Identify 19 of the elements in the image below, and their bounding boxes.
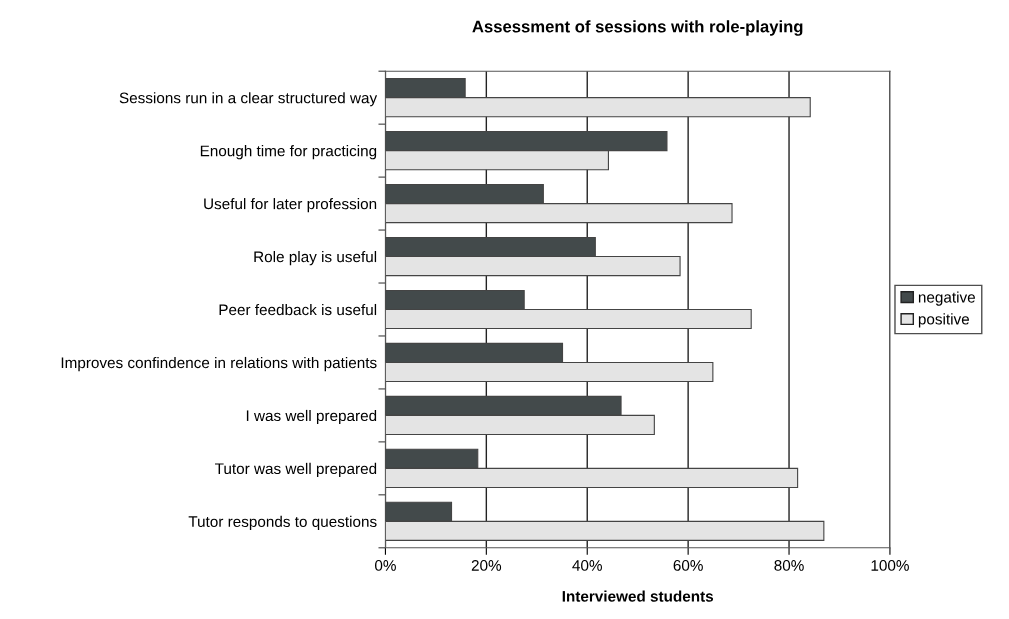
y-tick-label: Sessions run in a clear structured way [119, 92, 378, 107]
x-tick-label: 60% [673, 560, 703, 571]
x-tick-label: 20% [471, 560, 502, 571]
y-tick-label: Peer feedback is useful [219, 303, 377, 316]
x-tick-label: 0% [374, 560, 396, 571]
y-tick-label: Improves confindence in relations with patients [61, 356, 377, 372]
legend-label: negative [918, 291, 975, 306]
y-tick-label: Enough time for practicing [200, 145, 377, 160]
x-tick-label: 100% [871, 560, 909, 571]
chart-title: Assessment of sessions with role-playing [472, 20, 803, 36]
y-tick-label: Role play is useful [254, 251, 377, 266]
y-tick-label: I was well prepared [246, 409, 377, 425]
y-tick-label: Useful for later profession [204, 198, 377, 213]
x-tick-label: 80% [774, 560, 804, 571]
legend-label: positive [918, 313, 970, 328]
x-tick-label: 40% [572, 560, 602, 571]
x-axis-title: Interviewed students [562, 590, 714, 602]
y-tick-label: Tutor was well prepared [215, 462, 377, 478]
y-tick-label: Tutor responds to questions [188, 515, 377, 531]
